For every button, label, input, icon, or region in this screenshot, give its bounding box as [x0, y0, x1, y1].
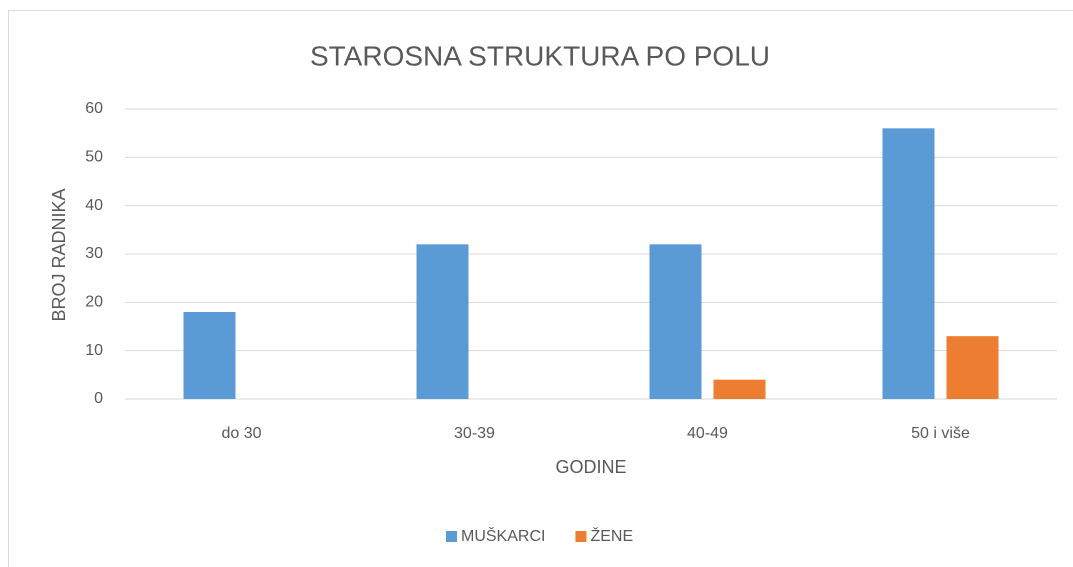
y-axis-label: BROJ RADNIKA [49, 188, 69, 321]
x-tick-label: 50 i više [911, 425, 970, 442]
legend-label: ŽENE [590, 526, 633, 545]
x-tick-label: 30-39 [454, 425, 495, 442]
legend-swatch [446, 531, 457, 542]
bar [649, 244, 702, 399]
y-tick-label: 20 [85, 294, 103, 311]
bar [183, 312, 236, 399]
legend-label: MUŠKARCI [461, 526, 545, 545]
x-tick-label: 40-49 [687, 425, 728, 442]
x-tick-label: do 30 [221, 425, 261, 442]
y-tick-label: 40 [85, 197, 103, 214]
y-tick-label: 10 [85, 342, 103, 359]
bar [416, 244, 469, 399]
chart-title: STAROSNA STRUKTURA PO POLU [310, 40, 770, 71]
bar [713, 379, 766, 399]
legend-swatch [575, 531, 587, 542]
x-axis-label: GODINE [555, 457, 626, 477]
y-tick-label: 0 [94, 390, 103, 407]
y-tick-label: 30 [85, 245, 103, 262]
y-tick-label: 50 [85, 149, 103, 166]
bar [882, 128, 935, 400]
y-tick-label: 60 [85, 100, 103, 117]
bar [946, 336, 999, 399]
